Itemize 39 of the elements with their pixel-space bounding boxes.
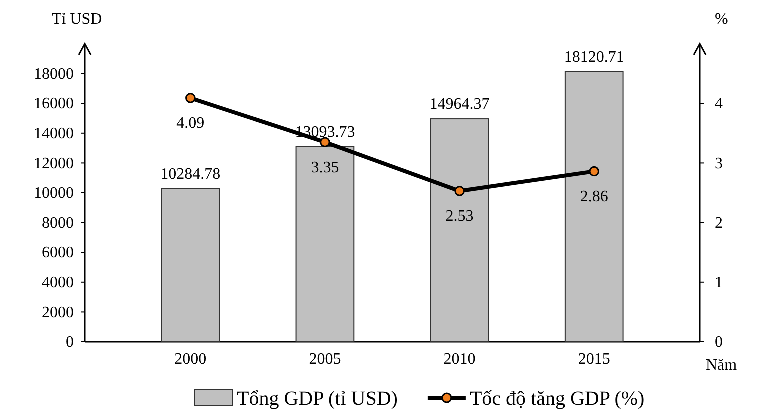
y2-axis-title: % xyxy=(715,11,728,28)
data-label: 18120.71 xyxy=(564,49,624,66)
y2-tick-label: 4 xyxy=(715,96,723,113)
x-axis-title: Năm xyxy=(706,357,738,374)
legend-label: Tổng GDP (tỉ USD) xyxy=(237,388,398,410)
y-tick-label: 14000 xyxy=(34,126,74,143)
y2-tick-label: 0 xyxy=(715,334,723,352)
bar xyxy=(161,188,220,342)
y-tick-label: 8000 xyxy=(42,214,74,232)
bar xyxy=(296,146,355,342)
y-tick-label: 18000 xyxy=(34,66,74,83)
x-tick-label: 2010 xyxy=(444,351,476,368)
y2-tick-label: 1 xyxy=(715,274,723,292)
y-tick-label: 12000 xyxy=(34,155,74,172)
x-tick-label: 2015 xyxy=(578,351,610,368)
y-tick-label: 2000 xyxy=(42,304,74,322)
point xyxy=(186,93,196,104)
point xyxy=(589,166,600,177)
data-label: 3.35 xyxy=(311,159,340,176)
data-label: 10284.78 xyxy=(160,166,221,183)
legend-label: Tốc độ tăng GDP (%) xyxy=(470,388,645,410)
y-tick-label: 6000 xyxy=(42,244,74,262)
data-label: 2.53 xyxy=(446,208,474,226)
point xyxy=(320,137,330,148)
point xyxy=(454,186,465,196)
data-label: 2.86 xyxy=(580,188,608,206)
y-tick-label: 16000 xyxy=(34,96,74,113)
y-axis-title: Tỉ USD xyxy=(52,11,102,28)
y-tick-label: 10000 xyxy=(34,185,74,202)
bar xyxy=(430,118,490,342)
y-tick-label: 0 xyxy=(66,334,74,352)
y2-tick-label: 3 xyxy=(715,155,723,172)
y2-tick-label: 2 xyxy=(715,214,723,232)
x-tick-label: 2005 xyxy=(309,351,342,368)
bar xyxy=(564,72,624,342)
data-label: 14964.37 xyxy=(430,96,490,114)
x-tick-label: 2000 xyxy=(174,351,207,368)
y-tick-label: 4000 xyxy=(42,274,74,292)
data-label: 4.09 xyxy=(176,115,205,132)
